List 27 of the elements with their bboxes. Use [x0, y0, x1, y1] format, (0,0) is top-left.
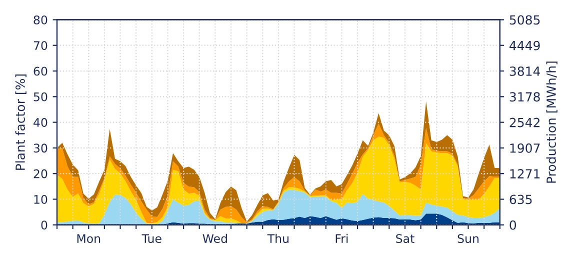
y2-tick-label: 635 [510, 194, 532, 204]
y-tick-label: 20 [34, 169, 48, 178]
y-tick-label: 60 [34, 66, 48, 76]
y-tick-label: 80 [34, 15, 48, 24]
y2-tick-label: 2542 [510, 118, 540, 128]
y2-tick-label: 5085 [510, 15, 540, 25]
y-tick-label: 40 [34, 118, 48, 127]
x-tick-label: Wed [202, 234, 227, 244]
y-tick-label: 10 [34, 194, 48, 204]
y2-axis-title: Production [MWh/h] [546, 62, 558, 183]
y-tick-label: 0 [41, 220, 48, 230]
y2-tick-label: 3814 [510, 66, 540, 76]
x-tick-label: Sat [396, 234, 414, 244]
y2-tick-label: 3178 [510, 92, 540, 102]
y-axis-title: Plant factor [%] [15, 74, 26, 170]
y2-tick-label: 4449 [510, 40, 540, 50]
y2-tick-label: 1907 [510, 143, 540, 153]
y2-tick-label: 1271 [510, 169, 540, 178]
x-tick-label: Tue [142, 234, 162, 244]
x-tick-label: Mon [77, 234, 100, 244]
y-tick-label: 70 [34, 41, 48, 50]
x-tick-label: Thu [267, 234, 288, 244]
x-tick-label: Sun [458, 234, 478, 244]
y-tick-label: 30 [34, 144, 48, 153]
x-tick-label: Fri [336, 234, 348, 243]
y2-tick-label: 0 [510, 220, 516, 230]
y-tick-label: 50 [34, 92, 48, 102]
